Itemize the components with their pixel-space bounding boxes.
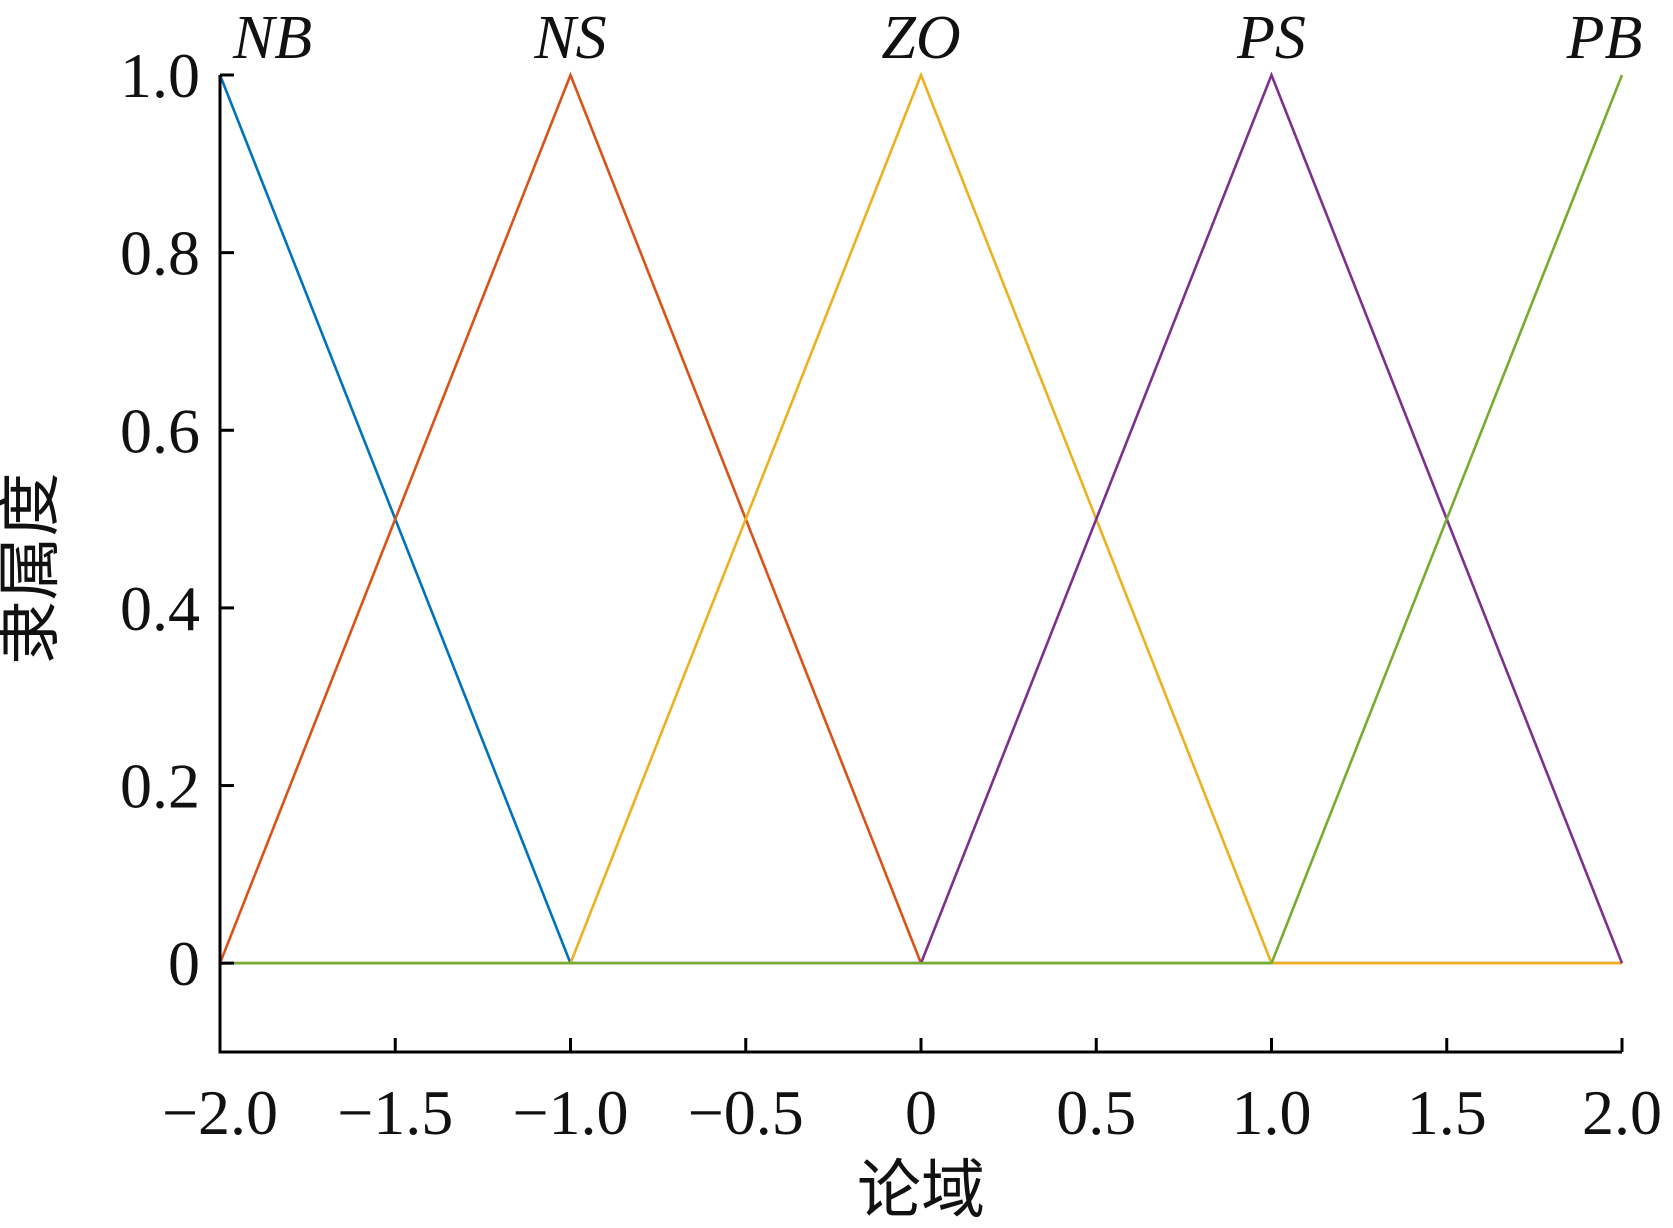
x-tick-label: −0.5 xyxy=(688,1077,804,1148)
mf-label-zo: ZO xyxy=(881,4,960,72)
y-tick-label: 0.4 xyxy=(120,573,200,644)
mf-label-ps: PS xyxy=(1236,4,1306,72)
series-line-nb xyxy=(218,74,1622,965)
y-axis-title: 隶属度 xyxy=(0,473,68,665)
x-tick-label: 1.0 xyxy=(1232,1077,1312,1148)
y-tick-label: 1.0 xyxy=(120,40,200,111)
x-tick-label: 2.0 xyxy=(1582,1077,1662,1148)
x-tick-label: 0 xyxy=(905,1077,937,1148)
mf-label-ns: NS xyxy=(533,4,606,72)
mf-label-nb: NB xyxy=(232,4,312,72)
y-tick-label: 0.6 xyxy=(120,395,200,466)
y-tick-label: 0.2 xyxy=(120,751,200,822)
x-tick-label: 0.5 xyxy=(1056,1077,1136,1148)
x-tick-label: −1.5 xyxy=(337,1077,453,1148)
series-line-ns xyxy=(218,71,1622,965)
label-layer: −2.0 −1.5 −1.0 −0.5 0 0.5 1.0 1.5 2.0 0 0.2 0.4 0.6 0… xyxy=(0,4,1662,1228)
x-tick-label: 1.5 xyxy=(1407,1077,1487,1148)
series-line-ps xyxy=(220,71,1624,965)
x-axis-title: 论域 xyxy=(857,1154,985,1228)
x-tick-label: −2.0 xyxy=(162,1077,278,1148)
series-layer xyxy=(218,71,1624,965)
series-line-zo xyxy=(220,71,1622,965)
mf-label-pb: PB xyxy=(1566,4,1643,72)
axes-layer xyxy=(218,73,1624,1054)
y-tick-label: 0.8 xyxy=(120,218,200,289)
series-line-pb xyxy=(220,74,1624,965)
x-tick-label: −1.0 xyxy=(512,1077,628,1148)
y-tick-label: 0 xyxy=(168,928,200,999)
